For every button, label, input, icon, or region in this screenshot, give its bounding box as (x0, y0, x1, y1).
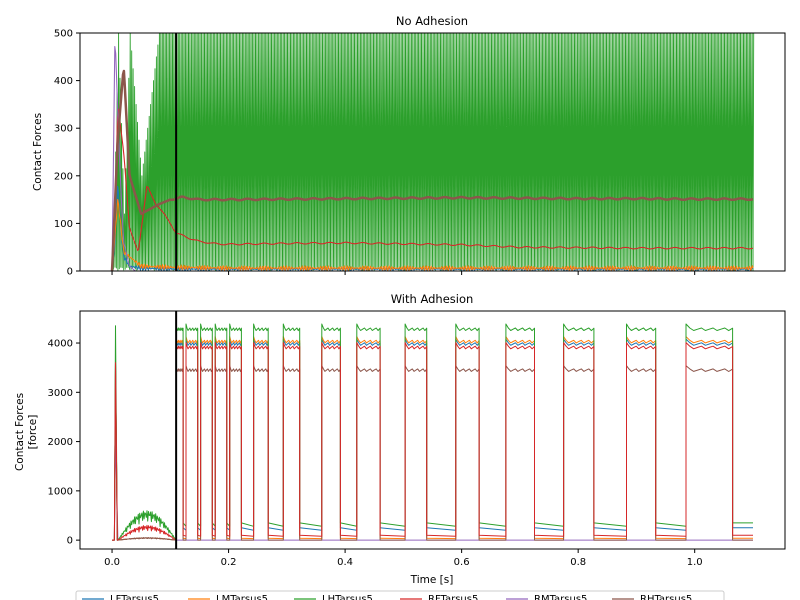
y-axis-label-top: Contact Forces (32, 113, 44, 191)
legend-label: RFTarsus5 (428, 594, 478, 600)
y-ticks-top: 0 100 200 300 400 500 (54, 29, 80, 278)
x-tick-label: 0.2 (221, 557, 237, 568)
x-axis-label: Time [s] (410, 574, 454, 586)
chart-title-with-adhesion: With Adhesion (391, 292, 474, 306)
plot-area-top (110, 33, 755, 271)
legend: LFTarsus5 LMTarsus5 LHTarsus5 RFTarsus5 RMTa… (75, 590, 725, 600)
y-ticks-bottom: 0 1000 2000 3000 4000 (48, 339, 80, 547)
y-tick-label: 200 (54, 171, 73, 182)
series-line-rhtarsus5 (112, 362, 753, 541)
series-line-rmtarsus5 (112, 436, 753, 541)
series-line-lmtarsus5 (111, 199, 754, 271)
y-tick-label: 300 (54, 124, 73, 135)
series-line-lftarsus5 (112, 338, 753, 541)
axes-frame-bottom (79, 310, 786, 550)
x-tick-label: 1.0 (687, 557, 703, 568)
y-tick-label: 100 (54, 219, 73, 230)
x-tick-label: 0.4 (337, 557, 353, 568)
legend-label: LFTarsus5 (110, 594, 159, 600)
panel-with-adhesion: With Adhesion Contact Forces [force] Tim… (14, 292, 786, 586)
x-tick-label: 0.6 (454, 557, 470, 568)
series-line-lmtarsus5 (112, 336, 753, 541)
x-ticks-bottom: 0.0 0.2 0.4 0.6 0.8 1.0 (104, 549, 703, 568)
legend-label: RMTarsus5 (534, 594, 587, 600)
y-tick-label: 500 (54, 29, 73, 40)
y-tick-label: 1000 (48, 486, 73, 497)
y-axis-label-bottom-line1: Contact Forces (14, 393, 26, 471)
y-axis-label-bottom-line2: [force] (27, 415, 39, 450)
legend-label: LMTarsus5 (216, 594, 268, 600)
y-tick-label: 4000 (48, 339, 73, 350)
axes-frame-top (79, 32, 786, 272)
y-tick-label: 0 (67, 536, 73, 547)
series-line-rhtarsus5 (110, 69, 754, 271)
x-ticks-top (111, 271, 696, 275)
y-tick-label: 2000 (48, 437, 73, 448)
plot-area-bottom (112, 323, 753, 541)
legend-label: RHTarsus5 (640, 594, 692, 600)
chart-title-no-adhesion: No Adhesion (396, 14, 468, 28)
panel-no-adhesion: No Adhesion Contact Forces 0 100 200 300 400… (32, 14, 786, 278)
x-tick-label: 0.0 (104, 557, 120, 568)
series-line-rftarsus5 (112, 342, 753, 541)
x-tick-label: 0.8 (570, 557, 586, 568)
legend-frame (75, 590, 725, 600)
series-line-rftarsus5 (111, 108, 754, 271)
y-tick-label: 3000 (48, 388, 73, 399)
y-tick-label: 400 (54, 76, 73, 87)
legend-label: LHTarsus5 (322, 594, 373, 600)
series-line-lhtarsus5 (112, 33, 755, 271)
y-axis-label-bottom: Contact Forces [force] (14, 393, 39, 471)
y-tick-label: 0 (67, 267, 73, 278)
series-line-lhtarsus5 (112, 323, 753, 541)
